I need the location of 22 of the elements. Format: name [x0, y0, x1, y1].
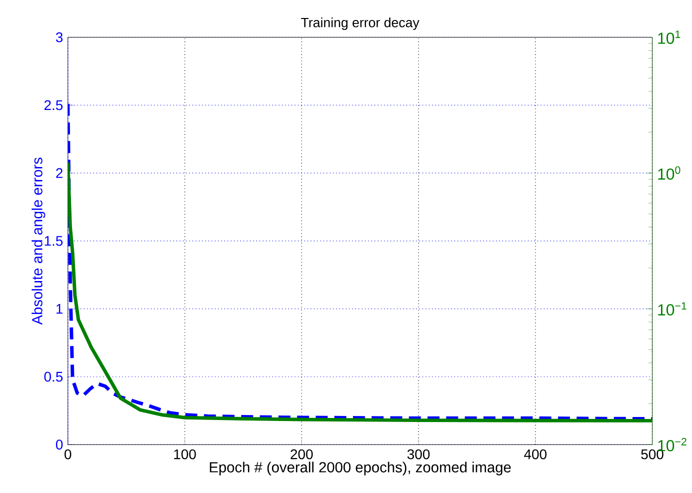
y-tick-label: 2	[56, 168, 62, 178]
y-axis-title: Absolute and angle errors	[32, 158, 46, 325]
line-series	[68, 102, 652, 421]
x-tick-label: 0	[64, 450, 72, 460]
y2-tick-label: 10$^{−1}$	[658, 302, 686, 316]
x-tick-label: 100	[174, 450, 196, 460]
x-tick-label: 200	[290, 450, 313, 460]
x-tick-label: 300	[407, 450, 430, 460]
y-tick-label: 1.5	[44, 236, 63, 246]
x-tick-label: 500	[641, 450, 664, 460]
y-tick-label: 0.5	[44, 372, 63, 382]
y2-tick-label: 10$^{1}$	[658, 30, 680, 44]
x-axis-title: Epoch # (overall 2000 epochs), zoomed image	[210, 462, 511, 476]
x-tick-label: 400	[524, 450, 547, 460]
chart-title: Training error decay	[301, 18, 420, 30]
y-tick-label: 0	[56, 440, 63, 450]
y2-tick-label: 10$^{−2}$	[658, 438, 686, 452]
line-series	[68, 160, 652, 423]
y-tick-label: 2.5	[44, 100, 63, 110]
y2-tick-label: 10$^{0}$	[658, 166, 680, 180]
y-tick-label: 3	[56, 32, 63, 42]
y-tick-label: 1	[56, 304, 62, 314]
